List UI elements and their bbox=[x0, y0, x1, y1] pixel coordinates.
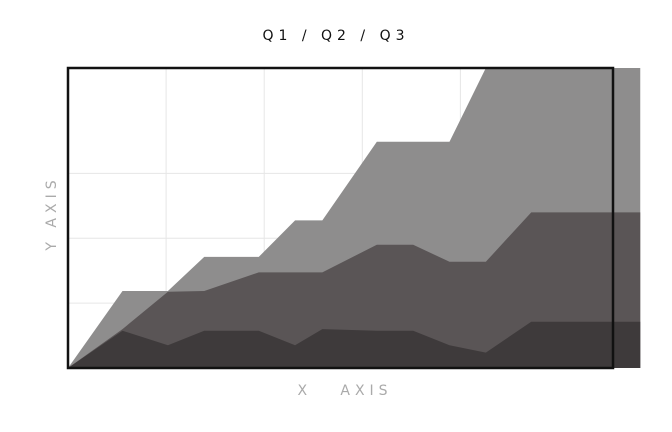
plot-frame bbox=[66, 66, 615, 370]
x-axis-label: X AXIS bbox=[297, 383, 393, 399]
chart-title: Q1 / Q2 / Q3 bbox=[262, 28, 410, 44]
area-series-3 bbox=[68, 321, 641, 368]
y-axis-label: Y AXIS bbox=[44, 175, 60, 251]
area-series-2 bbox=[68, 212, 641, 368]
